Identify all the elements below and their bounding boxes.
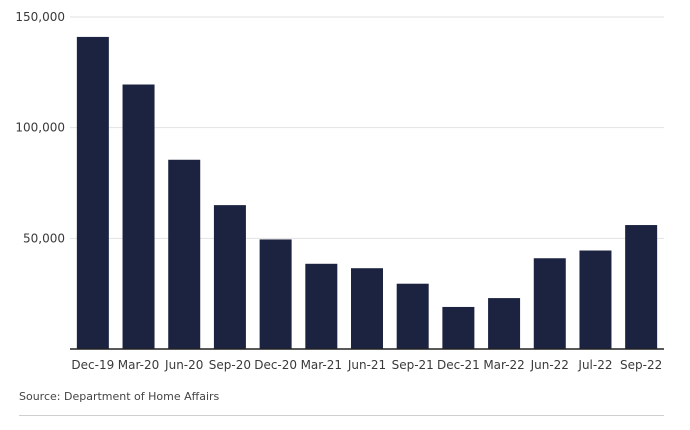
- x-tick-label: Sep-22: [620, 358, 662, 372]
- bar: [76, 36, 109, 350]
- bar: [259, 239, 292, 349]
- y-tick-label: 100,000: [15, 121, 65, 135]
- gridlines: [70, 16, 664, 239]
- y-tick-label: 150,000: [15, 10, 65, 24]
- bottom-divider: [19, 415, 664, 416]
- x-tick-label: Jul-22: [577, 358, 612, 372]
- bar: [533, 258, 566, 349]
- bar: [625, 225, 658, 349]
- bar: [305, 263, 338, 349]
- bar: [396, 283, 429, 349]
- bar: [579, 250, 612, 349]
- x-tick-label: Dec-19: [71, 358, 114, 372]
- bar-chart: 50,000 100,000 150,000 Dec-19 Mar-20 Jun-20 S…: [15, 10, 664, 372]
- bars: [76, 36, 658, 350]
- x-tick-label: Mar-21: [301, 358, 342, 372]
- y-axis-tick-labels: 50,000 100,000 150,000: [15, 10, 65, 245]
- bar: [168, 159, 201, 349]
- bar: [351, 268, 383, 349]
- x-tick-label: Sep-20: [209, 358, 251, 372]
- x-tick-label: Jun-21: [347, 358, 386, 372]
- x-tick-label: Jun-20: [164, 358, 203, 372]
- x-tick-label: Sep-21: [392, 358, 434, 372]
- bar: [213, 205, 246, 349]
- source-note: Source: Department of Home Affairs: [19, 390, 220, 403]
- bar: [488, 298, 521, 349]
- x-axis-tick-labels: Dec-19 Mar-20 Jun-20 Sep-20 Dec-20 Mar-21 Jun-…: [71, 358, 662, 372]
- bar: [122, 84, 155, 349]
- x-tick-label: Dec-20: [254, 358, 297, 372]
- bar: [442, 306, 475, 349]
- x-tick-label: Jun-22: [530, 358, 569, 372]
- x-tick-label: Dec-21: [437, 358, 480, 372]
- x-tick-label: Mar-20: [118, 358, 159, 372]
- x-tick-label: Mar-22: [483, 358, 524, 372]
- y-tick-label: 50,000: [23, 231, 65, 245]
